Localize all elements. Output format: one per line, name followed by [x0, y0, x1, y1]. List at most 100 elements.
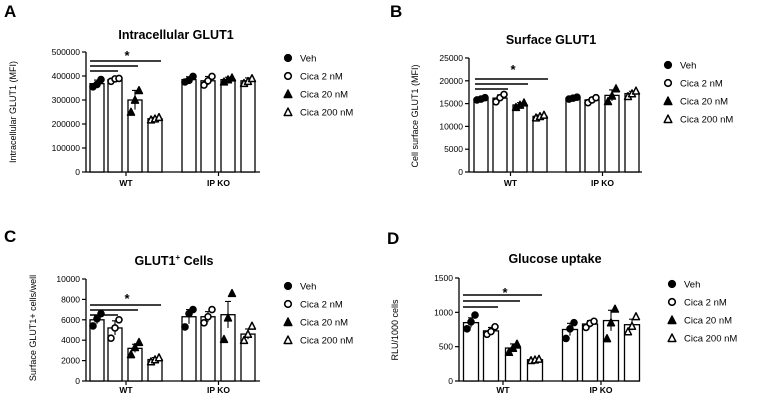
x-group-label: WT — [119, 385, 133, 395]
y-axis-label: Surface GLUT1+ cells/well — [28, 275, 38, 381]
data-point — [247, 321, 257, 330]
x-group-label: IP KO — [207, 385, 230, 395]
y-tick-label: 0 — [458, 167, 463, 177]
data-point — [631, 86, 641, 95]
legend-label: Veh — [300, 282, 316, 293]
data-point — [463, 325, 471, 333]
y-tick-label: 25000 — [439, 53, 463, 63]
data-point — [500, 90, 508, 99]
bar — [492, 97, 508, 173]
data-point — [487, 327, 495, 336]
data-point — [134, 337, 144, 347]
significance-star: * — [510, 62, 516, 77]
data-point — [592, 93, 600, 102]
y-tick-label: 500000 — [52, 47, 81, 57]
data-point — [219, 334, 229, 344]
data-point — [111, 324, 119, 332]
data-point — [467, 318, 475, 326]
y-tick-label: 20000 — [439, 76, 463, 86]
data-point — [134, 86, 144, 95]
data-point — [247, 74, 257, 83]
data-point — [189, 72, 197, 81]
data-point — [97, 75, 105, 84]
significance-star: * — [124, 48, 130, 63]
y-axis-label: Intracellular GLUT1 (MFI) — [8, 61, 18, 163]
data-point — [631, 312, 641, 321]
data-point — [115, 315, 123, 324]
legend-label: Cica 200 nM — [684, 334, 737, 345]
data-point — [610, 304, 620, 313]
chart-title: Glucose uptake — [508, 252, 601, 266]
legend-label: Cica 2 nM — [300, 72, 343, 83]
legend-marker — [667, 333, 677, 343]
x-group-label: WT — [504, 178, 518, 188]
y-tick-label: 300000 — [52, 95, 81, 105]
data-point — [566, 325, 574, 333]
x-group-label: IP KO — [591, 178, 614, 188]
significance-star: * — [502, 285, 508, 300]
y-tick-label: 2000 — [61, 356, 80, 366]
data-point — [570, 318, 578, 327]
bar — [581, 323, 599, 382]
data-point — [223, 313, 233, 322]
data-point — [239, 335, 249, 345]
data-point — [181, 323, 189, 331]
legend-marker — [283, 335, 293, 345]
y-tick-label: 1500 — [434, 273, 453, 283]
bar — [624, 92, 640, 173]
data-point — [243, 329, 253, 338]
legend-marker — [283, 107, 293, 117]
bar — [181, 78, 197, 173]
data-point — [126, 350, 136, 359]
data-point — [573, 93, 581, 102]
bar — [482, 330, 500, 382]
legend-label: Cica 2 nM — [684, 298, 727, 309]
chart-title: GLUT1+ Cells — [134, 253, 213, 268]
data-point — [227, 73, 237, 82]
data-point — [602, 334, 612, 343]
y-axis-label: RLU/1000 cells — [390, 299, 400, 361]
chart-title-text: Intracellular GLUT1 — [118, 28, 233, 42]
chart-title-text: Glucose uptake — [508, 252, 601, 266]
chart-title: Intracellular GLUT1 — [118, 28, 233, 42]
data-point — [208, 72, 216, 81]
panel-c: C GLUT1+ Cells 0 2000 4000 6000 8000 10000 Surfa… — [4, 227, 353, 395]
data-point — [471, 311, 479, 319]
legend-label: Cica 20 nM — [680, 97, 728, 108]
panel-letter: C — [4, 227, 16, 246]
bar — [147, 118, 163, 173]
legend-label: Cica 20 nM — [684, 316, 732, 327]
data-point — [539, 110, 549, 119]
y-tick-label: 10000 — [439, 121, 463, 131]
legend-marker — [283, 299, 293, 309]
data-point — [481, 93, 489, 102]
legend-marker — [283, 71, 293, 81]
data-point — [607, 91, 617, 100]
data-point — [623, 327, 633, 336]
legend-marker — [283, 281, 293, 291]
y-tick-label: 0 — [75, 167, 80, 177]
legend-marker — [663, 114, 673, 124]
bar — [89, 83, 105, 173]
data-point — [154, 112, 164, 122]
data-point — [208, 305, 216, 314]
data-point — [519, 98, 529, 107]
bar — [107, 78, 123, 173]
data-point — [89, 322, 97, 330]
legend-marker — [667, 315, 677, 325]
data-point — [115, 74, 123, 83]
legend-marker — [667, 279, 677, 289]
data-point — [200, 319, 208, 327]
y-tick-label: 5000 — [444, 144, 463, 154]
legend-label: Veh — [684, 280, 700, 291]
y-tick-label: 500 — [439, 342, 453, 352]
panel-b: B Surface GLUT1 0 5000 10000 15000 20000 25000 C… — [390, 2, 733, 188]
panel-letter: A — [4, 2, 16, 21]
legend-marker — [667, 297, 677, 307]
panel-d: D Glucose uptake 0 500 1000 1500 RLU/1000 cell… — [387, 229, 737, 395]
x-group-label: IP KO — [590, 385, 613, 395]
legend-label: Cica 20 nM — [300, 318, 348, 329]
bar — [604, 94, 620, 173]
y-tick-label: 400000 — [52, 71, 81, 81]
